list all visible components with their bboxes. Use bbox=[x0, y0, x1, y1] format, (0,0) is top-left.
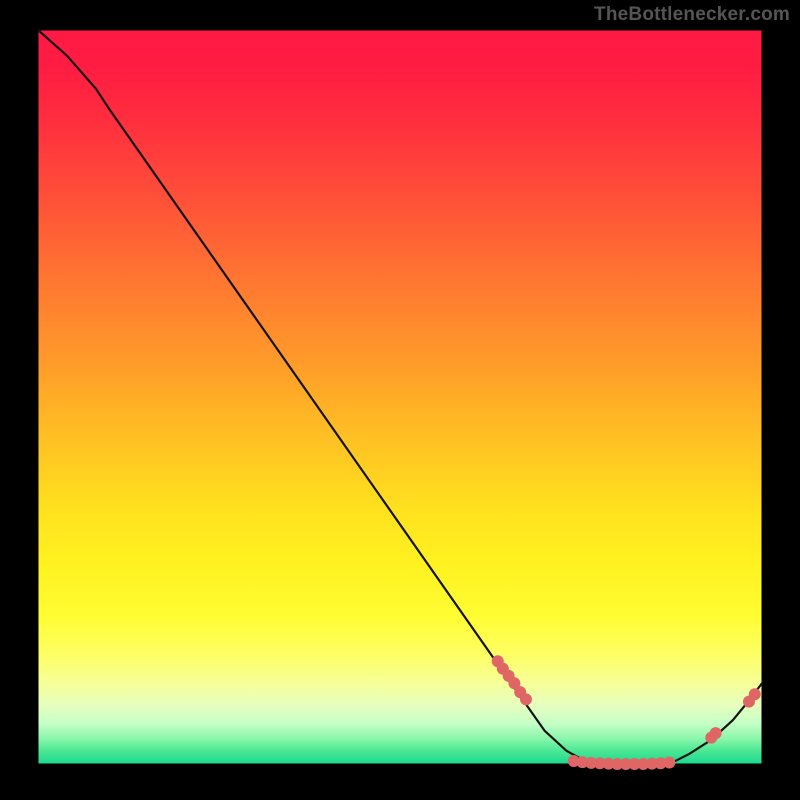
plot-area bbox=[38, 30, 762, 764]
plot-svg bbox=[0, 0, 800, 800]
marker-point bbox=[664, 757, 675, 768]
marker-point bbox=[749, 689, 760, 700]
marker-point bbox=[710, 728, 721, 739]
marker-point bbox=[520, 694, 531, 705]
chart-stage: TheBottlenecker.com bbox=[0, 0, 800, 800]
